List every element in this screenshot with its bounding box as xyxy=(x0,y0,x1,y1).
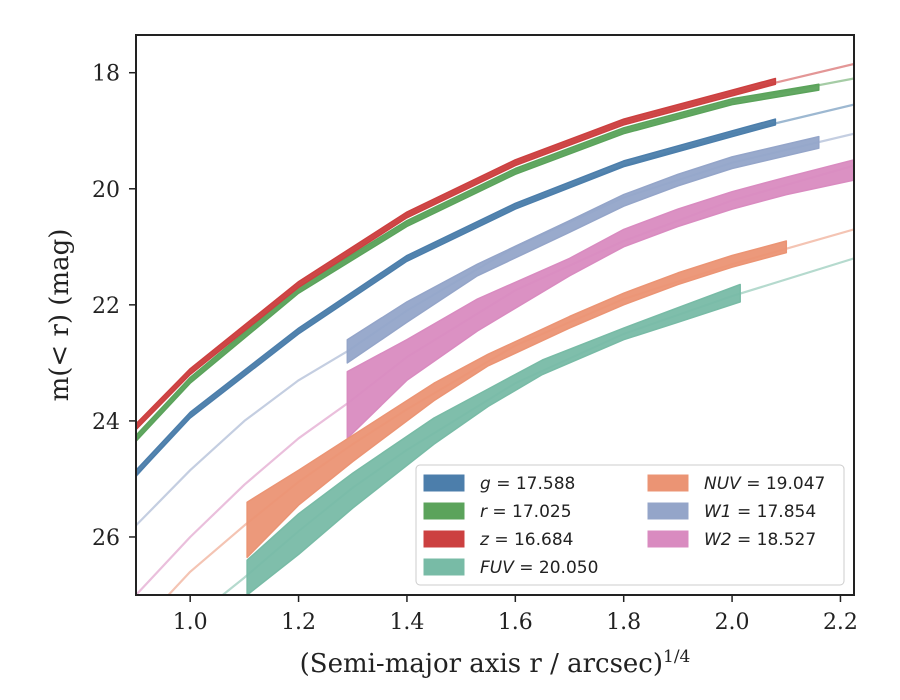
legend-label-r: r = 17.025 xyxy=(480,502,572,522)
x-tick-label: 2.2 xyxy=(823,610,858,635)
legend-label-g: g = 17.588 xyxy=(480,474,575,494)
legend-swatch-g xyxy=(423,474,465,492)
x-tick-label: 1.6 xyxy=(498,610,533,635)
legend-swatch-w2 xyxy=(647,530,689,548)
plot-frame xyxy=(135,34,855,596)
legend-swatch-fuv xyxy=(423,558,465,576)
x-tick-label: 2.0 xyxy=(715,610,750,635)
y-axis-label: m(< r) (mag) xyxy=(45,229,75,402)
data-band-r xyxy=(136,83,820,442)
data-band-nuv xyxy=(246,240,788,559)
legend-label-fuv: FUV = 20.050 xyxy=(480,558,598,578)
x-tick-label: 1.0 xyxy=(173,610,208,635)
legend-swatch-nuv xyxy=(647,474,689,492)
y-axis-ticks: 18 20 22 24 26 xyxy=(92,62,136,551)
legend-swatch-z xyxy=(423,530,465,548)
x-tick-label: 1.4 xyxy=(389,610,424,635)
y-tick-label: 24 xyxy=(92,410,120,435)
legend-frame xyxy=(415,464,845,586)
data-band-w1 xyxy=(346,135,820,364)
legend: g = 17.588 r = 17.025 z = 16.684 FUV = 20.0… xyxy=(415,464,845,586)
legend-label-w1: W1 = 17.854 xyxy=(704,502,816,522)
legend-swatch-r xyxy=(423,502,465,520)
y-tick-label: 20 xyxy=(92,178,120,203)
x-axis-label: (Semi-major axis r / arcsec)1/4 xyxy=(300,647,691,679)
legend-swatch-w1 xyxy=(647,502,689,520)
data-bands xyxy=(136,77,854,595)
legend-label-z: z = 16.684 xyxy=(479,530,573,550)
legend-label-w2: W2 = 18.527 xyxy=(704,530,816,550)
data-band-fuv xyxy=(246,283,741,595)
y-tick-label: 18 xyxy=(92,62,120,87)
legend-label-nuv: NUV = 19.047 xyxy=(704,474,825,494)
data-band-w2 xyxy=(346,159,854,440)
x-axis-label-superscript: 1/4 xyxy=(663,647,690,667)
x-tick-label: 1.2 xyxy=(281,610,316,635)
y-tick-label: 22 xyxy=(92,294,120,319)
x-axis-ticks: 1.0 1.2 1.4 1.6 1.8 2.0 2.2 xyxy=(173,595,858,635)
x-tick-label: 1.8 xyxy=(606,610,641,635)
data-band-z xyxy=(136,77,777,431)
data-band-g xyxy=(136,118,777,477)
y-tick-label: 26 xyxy=(92,526,120,551)
